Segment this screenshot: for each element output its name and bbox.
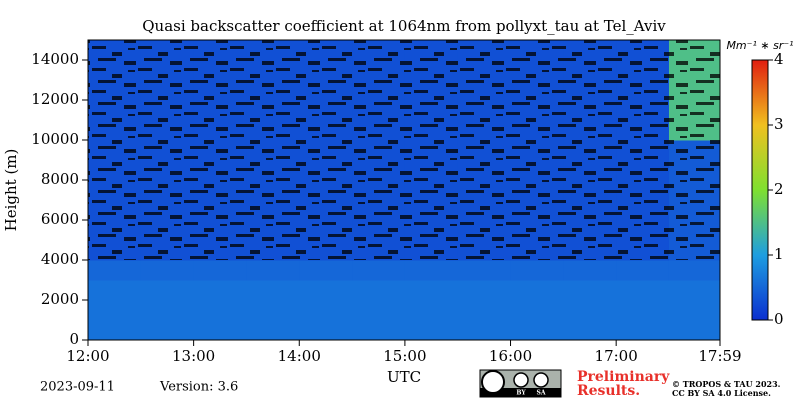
heatmap-cell — [193, 280, 247, 301]
date: 2023-09-11 — [40, 380, 115, 395]
heatmap-cell — [352, 320, 406, 341]
plot-frame — [87, 39, 721, 341]
heatmap-cell — [668, 320, 721, 341]
heatmap-cell — [457, 260, 512, 281]
heatmap-cell — [193, 300, 247, 321]
heatmap-cell — [88, 320, 142, 341]
heatmap-cell — [616, 280, 670, 301]
heatmap-cell — [510, 320, 564, 341]
notice: Results. — [577, 383, 640, 399]
heatmap-cell — [299, 280, 353, 301]
y-axis-label: Height (m) — [2, 149, 20, 232]
heatmap-cell — [140, 280, 195, 301]
heatmap-cell — [616, 320, 670, 341]
heatmap-cell — [563, 260, 617, 281]
heatmap-cell — [563, 280, 617, 301]
badge-by: BY — [516, 390, 526, 397]
version: Version: 3.6 — [159, 380, 238, 395]
heatmap-cell — [88, 300, 142, 321]
heatmap-cell — [352, 300, 406, 321]
heatmap-cell — [193, 260, 247, 281]
heatmap-cell — [668, 300, 721, 321]
x-tick-label: 14:00 — [278, 347, 321, 365]
heatmap-cell — [140, 260, 195, 281]
heatmap-cell — [352, 280, 406, 301]
heatmap-cell — [457, 300, 512, 321]
heatmap-cell — [140, 300, 195, 321]
chart-title: Quasi backscatter coefficient at 1064nm … — [142, 17, 666, 35]
license-badge: BY SA — [479, 369, 562, 398]
y-tick-label: 14000 — [31, 50, 79, 68]
x-tick-label: 13:00 — [172, 347, 215, 365]
heatmap-cell — [404, 320, 459, 341]
heatmap-cell — [457, 320, 512, 341]
y-tick-label: 0 — [69, 330, 79, 348]
badge-sa: SA — [537, 390, 546, 397]
copyright: CC BY SA 4.0 License. — [672, 388, 771, 398]
colorbar-tick-label: 3 — [774, 115, 784, 133]
notice: Preliminary — [577, 369, 670, 385]
by-icon — [513, 372, 529, 388]
heatmap-cell — [510, 260, 564, 281]
x-axis-label: UTC — [387, 368, 421, 386]
heatmap-cell — [88, 280, 142, 301]
heatmap-cell — [246, 320, 300, 341]
heatmap-cell — [510, 300, 564, 321]
heatmap-cell — [404, 280, 459, 301]
heatmap-cell — [246, 300, 300, 321]
copyright: © TROPOS & TAU 2023. — [672, 379, 781, 389]
heatmap-cell — [299, 300, 353, 321]
heatmap-cell — [404, 260, 459, 281]
y-tick-label: 10000 — [31, 130, 79, 148]
heatmap-cell — [668, 260, 721, 281]
x-tick-label: 12:00 — [66, 347, 109, 365]
heatmap-cell — [88, 260, 142, 281]
heatmap-cell — [668, 280, 721, 301]
plot-area: 0 2000 4000 6000 8000 10000 12000 14000 12:00 13:… — [31, 39, 793, 365]
y-tick-label: 2000 — [41, 290, 79, 308]
heatmap-cell — [616, 300, 670, 321]
y-tick-label: 8000 — [41, 170, 79, 188]
heatmap-cell — [299, 320, 353, 341]
x-tick-label: 17:59 — [698, 347, 741, 365]
y-tick-label: 4000 — [41, 250, 79, 268]
heatmap-cell — [352, 260, 406, 281]
colorbar-tick-label: 0 — [774, 310, 784, 328]
heatmap-cell — [246, 280, 300, 301]
heatmap-cell — [140, 320, 195, 341]
y-tick-label: 6000 — [41, 210, 79, 228]
heatmap-cell — [563, 300, 617, 321]
cc-icon — [481, 370, 505, 394]
colorbar — [751, 59, 769, 321]
x-tick-label: 16:00 — [489, 347, 532, 365]
colorbar-label: Mm⁻¹ ∗ sr⁻¹ — [726, 39, 793, 52]
sa-icon — [533, 372, 549, 388]
colorbar-tick-label: 2 — [774, 180, 784, 198]
heatmap-cell — [510, 280, 564, 301]
noise-overlay — [88, 40, 720, 260]
heatmap-cell — [457, 280, 512, 301]
heatmap-cell — [404, 300, 459, 321]
colorbar-tick-label: 4 — [774, 50, 784, 68]
y-tick-label: 12000 — [31, 90, 79, 108]
x-tick-label: 15:00 — [383, 347, 426, 365]
heatmap-cell — [299, 260, 353, 281]
heatmap-cell — [616, 260, 670, 281]
heatmap-cell — [246, 260, 300, 281]
colorbar-tick-label: 1 — [774, 245, 784, 263]
badge-strip — [480, 388, 561, 397]
x-tick-label: 17:00 — [595, 347, 638, 365]
heatmap-cell — [563, 320, 617, 341]
heatmap-cell — [193, 320, 247, 341]
